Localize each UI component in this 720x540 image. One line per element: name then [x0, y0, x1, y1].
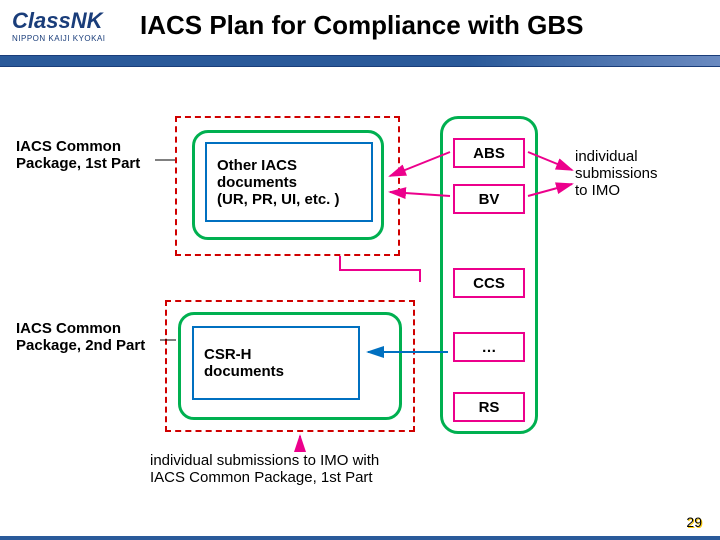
member-bv: BV: [453, 184, 525, 214]
page-number: 29: [686, 514, 702, 530]
footer-bar: [0, 536, 720, 540]
logo-sub: NIPPON KAIJI KYOKAI: [12, 34, 106, 43]
member-ccs: CCS: [453, 268, 525, 298]
other-iacs-box: Other IACS documents (UR, PR, UI, etc. ): [205, 142, 373, 222]
label-pkg2: IACS Common Package, 2nd Part: [16, 320, 145, 354]
footnote: individual submissions to IMO with IACS …: [150, 452, 379, 486]
member-more: …: [453, 332, 525, 362]
page-title: IACS Plan for Compliance with GBS: [140, 10, 584, 41]
note-right: individual submissions to IMO: [575, 148, 658, 199]
logo: ClassNK NIPPON KAIJI KYOKAI: [12, 8, 106, 43]
member-abs: ABS: [453, 138, 525, 168]
member-rs: RS: [453, 392, 525, 422]
title-underline: [0, 55, 720, 67]
logo-main: ClassNK: [12, 8, 106, 34]
label-pkg1: IACS Common Package, 1st Part: [16, 138, 140, 172]
csrh-box: CSR-H documents: [192, 326, 360, 400]
